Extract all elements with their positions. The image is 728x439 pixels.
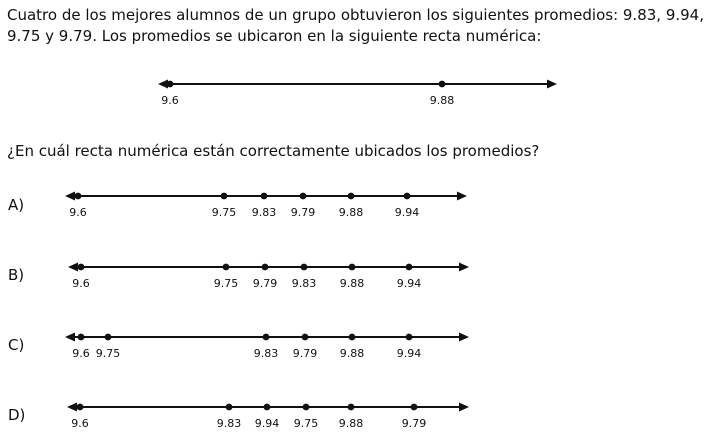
point-label: 9.83 xyxy=(292,277,317,290)
point-marker xyxy=(222,263,230,271)
option-b-letter[interactable]: B) xyxy=(8,266,25,284)
point-marker xyxy=(347,403,355,411)
point-marker xyxy=(220,192,228,200)
point-marker xyxy=(166,80,174,88)
point-label: 9.6 xyxy=(72,277,90,290)
reference-number-line: 9.6 9.88 xyxy=(158,79,557,107)
right-arrowhead xyxy=(459,262,469,272)
point-marker xyxy=(77,333,85,341)
point-label: 9.88 xyxy=(339,206,364,219)
right-arrowhead xyxy=(457,191,467,201)
point-marker xyxy=(104,333,112,341)
point-label: 9.75 xyxy=(294,417,319,430)
point-label: 9.88 xyxy=(430,94,455,107)
point-marker xyxy=(262,333,270,341)
point-marker xyxy=(403,192,411,200)
point-marker xyxy=(410,403,418,411)
point-marker xyxy=(302,403,310,411)
point-marker xyxy=(405,263,413,271)
point-marker xyxy=(260,192,268,200)
option-d-number-line[interactable]: 9.6 9.83 9.94 9.75 9.88 9.79 xyxy=(0,395,728,435)
point-marker xyxy=(225,403,233,411)
point-marker xyxy=(348,333,356,341)
point-label: 9.79 xyxy=(293,347,318,360)
point-label: 9.75 xyxy=(214,277,239,290)
left-arrowhead xyxy=(65,191,75,201)
point-label: 9.6 xyxy=(69,206,87,219)
right-arrowhead xyxy=(547,79,557,89)
left-arrowhead xyxy=(158,79,168,89)
point-marker xyxy=(438,80,446,88)
point-label: 9.83 xyxy=(217,417,242,430)
point-label: 9.94 xyxy=(255,417,280,430)
point-label: 9.94 xyxy=(397,347,422,360)
point-label: 9.88 xyxy=(340,277,365,290)
point-marker xyxy=(261,263,269,271)
point-marker xyxy=(405,333,413,341)
point-marker xyxy=(347,192,355,200)
question-text: ¿En cuál recta numérica están correctame… xyxy=(7,142,540,160)
option-b-number-line[interactable]: 9.6 9.75 9.79 9.83 9.88 9.94 xyxy=(0,255,728,295)
point-label: 9.88 xyxy=(340,347,365,360)
point-label: 9.75 xyxy=(212,206,237,219)
left-arrowhead xyxy=(65,332,75,342)
right-arrowhead xyxy=(459,332,469,342)
point-label: 9.75 xyxy=(96,347,121,360)
point-marker xyxy=(348,263,356,271)
point-label: 9.79 xyxy=(253,277,278,290)
point-marker xyxy=(300,263,308,271)
point-marker xyxy=(74,192,82,200)
left-arrowhead xyxy=(67,402,77,412)
right-arrowhead xyxy=(459,402,469,412)
problem-statement: Cuatro de los mejores alumnos de un grup… xyxy=(7,6,704,45)
option-c-number-line[interactable]: 9.6 9.75 9.83 9.79 9.88 9.94 xyxy=(0,325,728,365)
point-label: 9.94 xyxy=(397,277,422,290)
point-marker xyxy=(77,263,85,271)
point-label: 9.88 xyxy=(339,417,364,430)
option-a-number-line[interactable]: 9.6 9.75 9.83 9.79 9.88 9.94 xyxy=(0,184,728,224)
point-label: 9.6 xyxy=(161,94,179,107)
point-label: 9.79 xyxy=(291,206,316,219)
point-marker xyxy=(76,403,84,411)
point-marker xyxy=(299,192,307,200)
point-label: 9.6 xyxy=(71,417,89,430)
point-label: 9.79 xyxy=(402,417,427,430)
point-label: 9.94 xyxy=(395,206,420,219)
point-label: 9.83 xyxy=(254,347,279,360)
point-label: 9.83 xyxy=(252,206,277,219)
option-d-letter[interactable]: D) xyxy=(8,406,26,424)
left-arrowhead xyxy=(68,262,78,272)
point-marker xyxy=(301,333,309,341)
point-label: 9.6 xyxy=(72,347,90,360)
option-a-letter[interactable]: A) xyxy=(8,196,25,214)
option-c-letter[interactable]: C) xyxy=(8,336,25,354)
point-marker xyxy=(263,403,271,411)
